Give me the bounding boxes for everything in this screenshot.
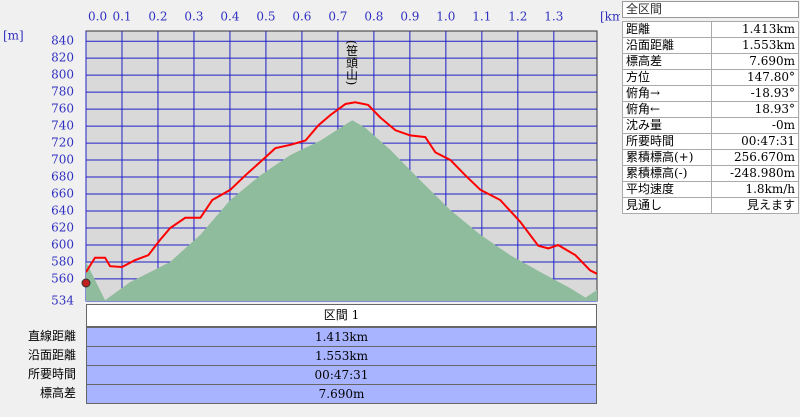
y-tick-label: 600 bbox=[51, 237, 74, 251]
section-value: 00:47:31 bbox=[86, 365, 597, 385]
summary-key: 沈み量 bbox=[621, 117, 713, 134]
summary-value: 1.8km/h bbox=[711, 181, 799, 198]
start-marker bbox=[81, 278, 91, 288]
x-tick-label: 1.3 bbox=[544, 10, 563, 24]
summary-key: 俯角← bbox=[621, 101, 713, 118]
section-value: 7.690m bbox=[86, 384, 597, 404]
summary-row: 累積標高(+) 256.670m bbox=[621, 149, 799, 166]
x-tick-label: 0.0 bbox=[88, 10, 107, 24]
summary-value: 18.93° bbox=[711, 101, 799, 118]
summary-key: 累積標高(-) bbox=[621, 165, 713, 182]
summary-value: 見えます bbox=[711, 197, 799, 214]
summary-key: 方位 bbox=[621, 69, 713, 86]
summary-row: 沿面距離 1.553km bbox=[621, 37, 799, 54]
summary-row: 俯角→ -18.93° bbox=[621, 85, 799, 102]
y-tick-label: 580 bbox=[51, 254, 74, 268]
y-tick-label: 720 bbox=[51, 136, 74, 150]
summary-key: 距離 bbox=[621, 21, 713, 38]
peak-annotation: (笹頭山) bbox=[345, 40, 359, 85]
panel-title: 全区間 bbox=[622, 1, 799, 18]
section-label: 直線距離 bbox=[27, 329, 76, 343]
y-tick-label: 820 bbox=[51, 51, 74, 65]
y-tick-label: 660 bbox=[51, 187, 74, 201]
y-tick-label: 800 bbox=[51, 68, 74, 82]
terrain-area bbox=[86, 120, 597, 301]
summary-row: 距離 1.413km bbox=[621, 21, 799, 38]
x-axis-unit: [km] bbox=[600, 10, 620, 24]
y-axis-unit: [m] bbox=[3, 29, 24, 43]
x-tick-label: 0.6 bbox=[292, 10, 311, 24]
summary-row: 累積標高(-) -248.980m bbox=[621, 165, 799, 182]
summary-row: 標高差 7.690m bbox=[621, 53, 799, 70]
summary-value: -18.93° bbox=[711, 85, 799, 102]
summary-row: 沈み量 -0m bbox=[621, 117, 799, 134]
x-tick-label: 0.4 bbox=[220, 10, 239, 24]
summary-key: 標高差 bbox=[621, 53, 713, 70]
y-tick-label: 780 bbox=[51, 85, 74, 99]
section-value: 1.413km bbox=[86, 327, 597, 347]
y-tick-label: 680 bbox=[51, 170, 74, 184]
profile-chart: [km] [m] 534 560 580 600 620 640 660 680 700 720 7… bbox=[3, 10, 620, 308]
y-tick-label: 534 bbox=[51, 294, 74, 308]
summary-panel: 全区間 距離 1.413km 沿面距離 1.553km 標高差 7.690m 方位 147.8… bbox=[621, 1, 799, 214]
summary-row: 平均速度 1.8km/h bbox=[621, 181, 799, 198]
y-tick-label: 640 bbox=[51, 204, 74, 218]
summary-key: 俯角→ bbox=[621, 85, 713, 102]
summary-value: 147.80° bbox=[711, 69, 799, 86]
summary-value: -0m bbox=[711, 117, 799, 134]
x-tick-label: 0.7 bbox=[328, 10, 347, 24]
x-tick-label: 0.3 bbox=[184, 10, 203, 24]
y-tick-label: 760 bbox=[51, 102, 74, 116]
x-tick-label: 0.2 bbox=[148, 10, 167, 24]
summary-value: 00:47:31 bbox=[711, 133, 799, 150]
summary-key: 累積標高(+) bbox=[621, 149, 713, 166]
route-line bbox=[86, 101, 597, 275]
section-value: 1.553km bbox=[86, 346, 597, 366]
x-tick-label: 0.1 bbox=[112, 10, 131, 24]
y-tick-label: 620 bbox=[51, 220, 74, 234]
x-tick-label: 0.5 bbox=[256, 10, 275, 24]
summary-row: 所要時間 00:47:31 bbox=[621, 133, 799, 150]
summary-key: 所要時間 bbox=[621, 133, 713, 150]
section-header: 区間 1 bbox=[86, 304, 597, 327]
summary-key: 平均速度 bbox=[621, 181, 713, 198]
summary-value: 1.553km bbox=[711, 37, 799, 54]
x-tick-label: 0.9 bbox=[400, 10, 419, 24]
x-tick-label: 0.8 bbox=[364, 10, 383, 24]
summary-table: 距離 1.413km 沿面距離 1.553km 標高差 7.690m 方位 147.80° 俯角… bbox=[621, 21, 799, 214]
summary-key: 沿面距離 bbox=[621, 37, 713, 54]
section-label: 標高差 bbox=[39, 386, 76, 400]
x-tick-label: 1.2 bbox=[508, 10, 527, 24]
summary-value: -248.980m bbox=[711, 165, 799, 182]
section-label: 沿面距離 bbox=[27, 348, 76, 362]
summary-row: 見通し 見えます bbox=[621, 197, 799, 214]
section-label: 所要時間 bbox=[27, 367, 76, 381]
y-tick-label: 840 bbox=[51, 34, 74, 48]
summary-value: 256.670m bbox=[711, 149, 799, 166]
summary-row: 俯角← 18.93° bbox=[621, 101, 799, 118]
x-tick-label: 1.0 bbox=[436, 10, 455, 24]
y-tick-label: 560 bbox=[51, 271, 74, 285]
y-tick-label: 740 bbox=[51, 119, 74, 133]
summary-value: 1.413km bbox=[711, 21, 799, 38]
y-tick-label: 700 bbox=[51, 153, 74, 167]
x-tick-label: 1.1 bbox=[472, 10, 491, 24]
summary-row: 方位 147.80° bbox=[621, 69, 799, 86]
summary-key: 見通し bbox=[621, 197, 713, 214]
summary-value: 7.690m bbox=[711, 53, 799, 70]
